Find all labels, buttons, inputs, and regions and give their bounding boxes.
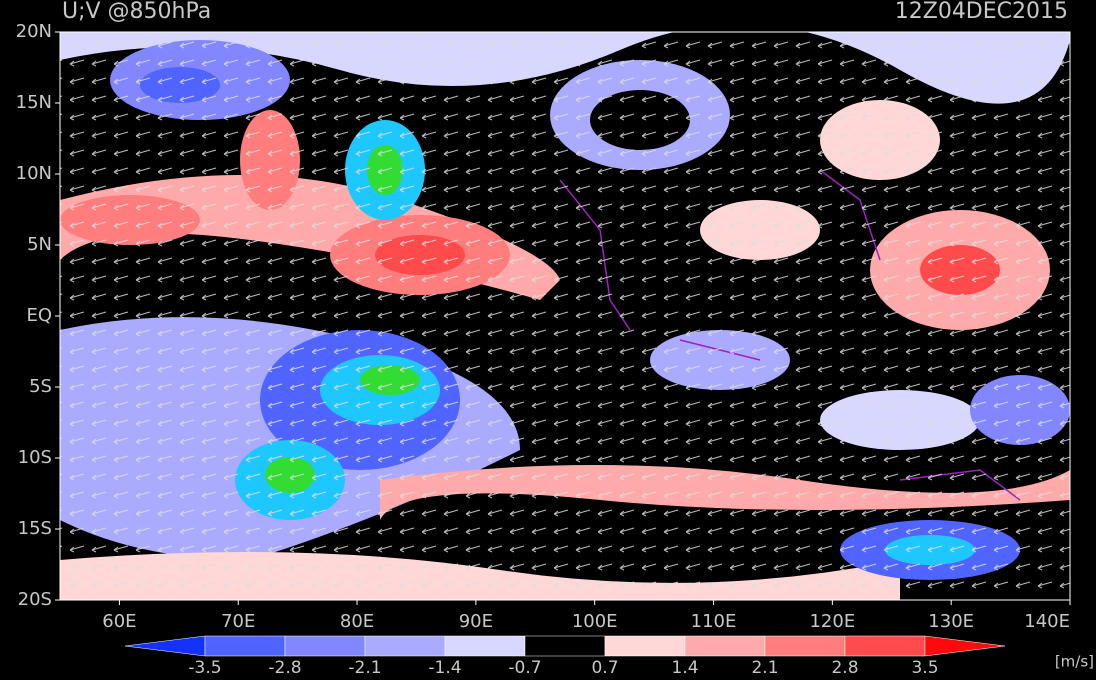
lon-label: 140E <box>1024 611 1070 632</box>
colorbar-segment <box>284 635 366 657</box>
lon-label: 110E <box>691 611 737 632</box>
colorbar-segment <box>364 635 446 657</box>
colorbar-segment <box>444 635 526 657</box>
lat-label: 5N <box>27 234 52 255</box>
lon-label: 100E <box>572 611 618 632</box>
colorbar-label: 2.8 <box>831 658 858 678</box>
lat-label: 20N <box>16 21 52 42</box>
colorbar-label: -1.4 <box>428 658 461 678</box>
colorbar-label: 3.5 <box>911 658 938 678</box>
colorbar-segment <box>684 635 766 657</box>
colorbar-segment <box>524 635 606 657</box>
colorbar-label: -0.7 <box>508 658 541 678</box>
colorbar-segment <box>844 635 926 657</box>
lat-label: 15S <box>18 518 52 539</box>
colorbar-segment <box>204 635 286 657</box>
lon-label: 70E <box>221 611 255 632</box>
lon-label: 130E <box>928 611 974 632</box>
colorbar-label: 2.1 <box>751 658 778 678</box>
lon-label: 120E <box>809 611 855 632</box>
lat-label: 10N <box>16 163 52 184</box>
map-time: 12Z04DEC2015 <box>895 0 1068 24</box>
lon-label: 90E <box>459 611 493 632</box>
colorbar-label: -3.5 <box>188 658 221 678</box>
colorbar-segment <box>764 635 846 657</box>
lon-label: 80E <box>340 611 374 632</box>
map-title: U;V @850hPa <box>62 0 211 24</box>
colorbar-label: -2.8 <box>268 658 301 678</box>
colorbar-segment <box>604 635 686 657</box>
lat-label: 5S <box>29 376 52 397</box>
colorbar-segment <box>924 635 1006 657</box>
field <box>60 32 1070 600</box>
lat-label: 10S <box>18 447 52 468</box>
lat-label: 15N <box>16 92 52 113</box>
lat-label: 20S <box>18 589 52 610</box>
colorbar-label: 1.4 <box>671 658 698 678</box>
colorbar-label: 0.7 <box>591 658 618 678</box>
lon-label: 60E <box>102 611 136 632</box>
lat-label: EQ <box>26 305 52 326</box>
colorbar-unit: [m/s] <box>1055 653 1094 671</box>
colorbar-label: -2.1 <box>348 658 381 678</box>
